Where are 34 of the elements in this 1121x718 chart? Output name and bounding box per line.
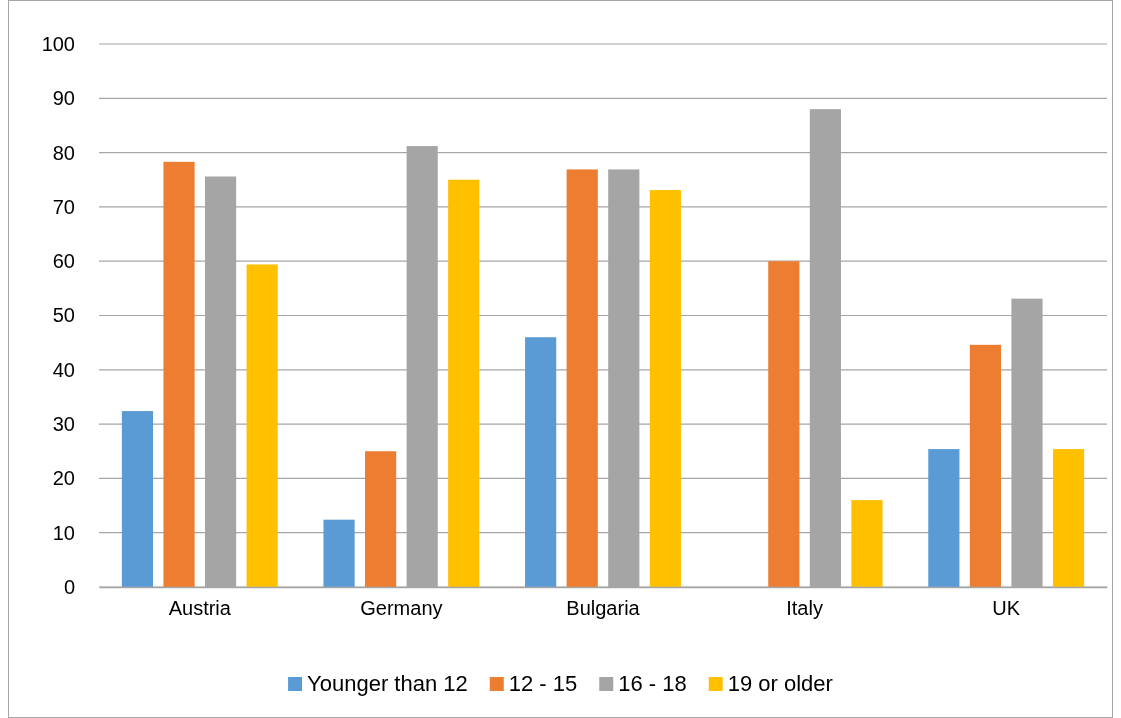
- bar: [323, 519, 355, 587]
- legend-label: 12 - 15: [508, 671, 578, 696]
- x-tick-label: Austria: [168, 597, 232, 620]
- bar: [928, 449, 960, 587]
- bar: [246, 264, 278, 587]
- bar: [969, 344, 1001, 587]
- bar: [365, 451, 397, 587]
- bar: [448, 179, 480, 587]
- bar: [768, 261, 800, 587]
- legend-label: Younger than 12: [307, 671, 468, 696]
- legend-label: 16 - 18: [618, 671, 687, 696]
- y-tick-label: 60: [52, 250, 75, 273]
- x-tick-label: UK: [992, 597, 1021, 620]
- bar: [649, 190, 681, 587]
- y-tick-label: 10: [52, 521, 75, 544]
- y-tick-label: 100: [41, 32, 75, 55]
- y-tick-label: 40: [52, 358, 75, 381]
- y-tick-label: 30: [52, 413, 75, 435]
- y-tick-label: 80: [52, 141, 75, 164]
- bar: [525, 337, 557, 587]
- bar: [851, 500, 883, 587]
- x-tick-label: Germany: [360, 597, 443, 620]
- y-tick-label: 0: [63, 575, 75, 598]
- x-tick-label: Bulgaria: [566, 597, 641, 620]
- legend-label: 19 or older: [727, 671, 833, 696]
- bar: [121, 411, 154, 587]
- bar: [1052, 449, 1085, 587]
- bar: [566, 169, 598, 587]
- y-tick-label: 20: [52, 467, 75, 490]
- y-tick-label: 90: [52, 87, 75, 110]
- x-tick-label: Italy: [786, 597, 823, 620]
- y-tick-label: 70: [52, 195, 75, 218]
- y-tick-label: 50: [52, 304, 75, 327]
- bar: [163, 161, 195, 587]
